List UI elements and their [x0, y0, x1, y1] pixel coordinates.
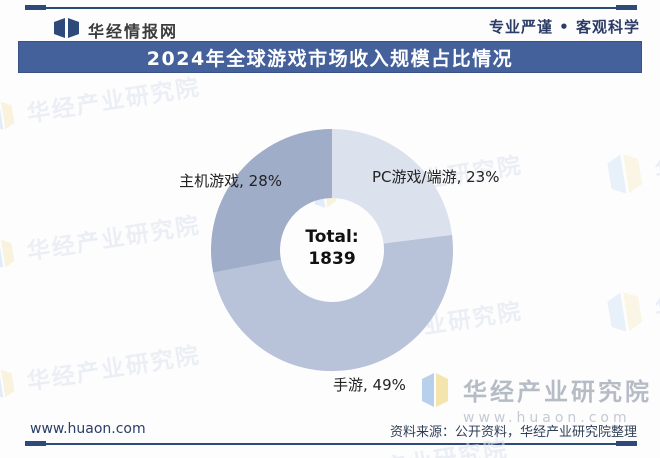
diagonal-watermark: 华经产业研究院 [0, 68, 202, 135]
donut-center-total: Total: 1839 [272, 226, 392, 270]
diagonal-watermark: 华经产业研究院 [606, 257, 660, 337]
bottom-divider-left-cap [25, 441, 46, 446]
watermark-book-icon [0, 101, 15, 130]
donut-segment-pc [332, 129, 453, 244]
watermark-name: 华经产业研究院 [463, 378, 652, 406]
top-divider-left-cap [25, 5, 46, 10]
watermark-book-icon [422, 373, 448, 407]
total-label: Total: [305, 227, 359, 247]
watermark-book-icon [0, 369, 15, 398]
slice-label-mobile: 手游, 49% [333, 376, 406, 394]
slice-label-console: 主机游戏, 28% [179, 172, 282, 190]
footer-website: www.huaon.com [30, 421, 146, 437]
donut-segment-mobile [213, 234, 454, 372]
header-slogan: 专业严谨 • 客观科学 [488, 18, 640, 36]
watermark-url: www.huaon.com [463, 410, 631, 426]
corner-watermark: 华经产业研究院 www.huaon.com [421, 372, 652, 426]
bottom-divider-line [25, 443, 637, 445]
brand-book-icon [54, 18, 80, 42]
diagonal-watermark: 华经产业研究院 [0, 336, 202, 403]
donut-segment-console [210, 129, 332, 273]
chart-title: 2024年全球游戏市场收入规模占比情况 [146, 47, 514, 70]
top-divider-line [25, 7, 637, 9]
diagonal-watermark: 华经产业研究院 [0, 206, 202, 273]
top-divider-right-cap [616, 5, 637, 10]
brand-name: 华经情报网 [88, 22, 179, 41]
footer-data-source: 资料来源：公开资料，华经产业研究院整理 [389, 425, 637, 440]
watermark-book-icon [607, 154, 643, 194]
bottom-divider-right-cap [616, 441, 637, 446]
watermark-book-icon [607, 292, 643, 332]
chart-title-bar: 2024年全球游戏市场收入规模占比情况 [18, 41, 642, 73]
donut-chart [210, 129, 454, 372]
diagonal-watermark: 华经产业研究院 [606, 119, 660, 199]
total-value: 1839 [308, 249, 356, 269]
slice-label-pc: PC游戏/端游, 23% [372, 168, 500, 186]
watermark-book-icon [0, 239, 15, 268]
